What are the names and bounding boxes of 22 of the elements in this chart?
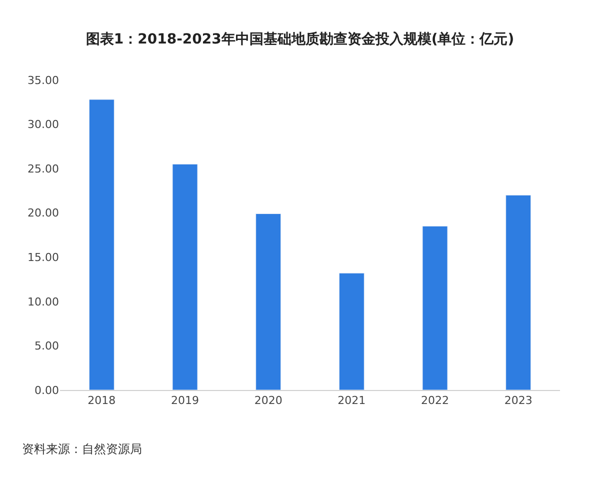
x-tick-label: 2018 [88,394,116,408]
y-tick-label: 5.00 [34,340,59,353]
text: 资料来源：自然资源局 [22,442,142,456]
y-tick-label: 35.00 [28,74,59,87]
x-tick-label: 2019 [171,394,199,408]
y-tick-label: 10.00 [28,295,59,308]
bar [338,272,364,390]
bar [256,213,282,390]
y-tick-label: 20.00 [28,206,59,220]
bar [422,226,448,390]
x-tick-label: 2021 [338,394,366,408]
y-tick-label: 30.00 [28,118,59,132]
bar [172,164,198,390]
bar [506,194,532,390]
y-tick-label: 0.00 [34,384,59,397]
bar [88,99,114,390]
y-tick-label: 25.00 [28,162,59,176]
x-tick-label: 2023 [504,394,532,408]
x-tick-label: 2022 [421,394,449,408]
x-tick-label: 2020 [254,394,282,408]
y-tick-label: 15.00 [28,250,59,264]
chart-title: 图表1：2018-2023年中国基础地质勘查资金投入规模(单位：亿元) [86,30,514,48]
